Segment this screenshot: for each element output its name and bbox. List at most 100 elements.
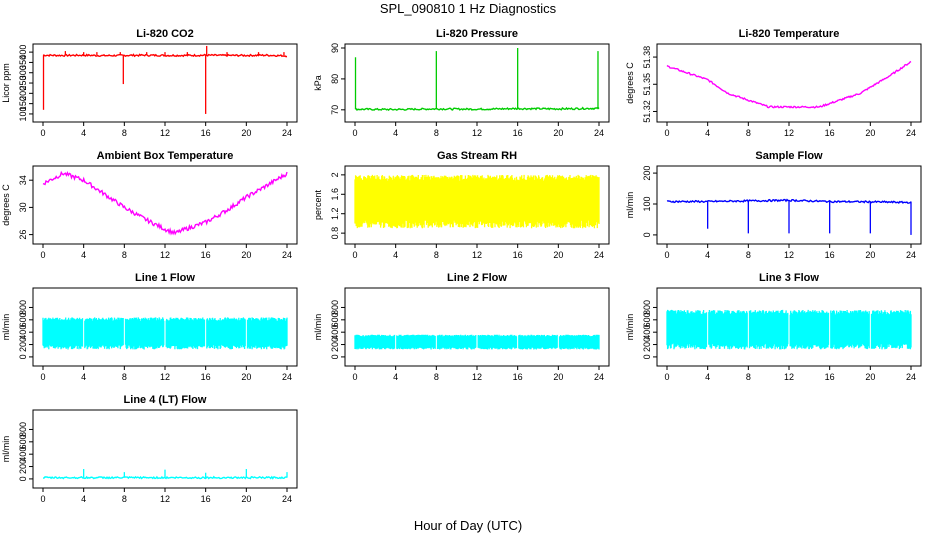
panel-8-x-tick-label: 24 bbox=[594, 372, 604, 382]
panel-9-x-tick-label: 8 bbox=[746, 372, 751, 382]
panel-7-x-tick-label: 8 bbox=[122, 372, 127, 382]
panel-3-y-tick-label: 51.32 bbox=[642, 100, 652, 123]
panel-8-y-axis-label: ml/min bbox=[313, 314, 323, 341]
panel-1-x-tick-label: 20 bbox=[241, 128, 251, 138]
panel-9-y-tick-label: 400 bbox=[642, 325, 652, 340]
panel-3-x-tick-label: 0 bbox=[664, 128, 669, 138]
panel-1-y-tick-label: 350 bbox=[18, 55, 28, 70]
panel-1-y-tick-label: 300 bbox=[18, 65, 28, 80]
panel-6-y-tick-label: 200 bbox=[642, 166, 652, 181]
panel-9-y-axis-label: ml/min bbox=[625, 314, 635, 341]
panel-7-y-tick-label: 400 bbox=[18, 325, 28, 340]
panel-5-y-axis-label: percent bbox=[313, 189, 323, 220]
panel-4-x-tick-label: 4 bbox=[81, 250, 86, 260]
panel-1-x-tick-label: 24 bbox=[282, 128, 292, 138]
panel-10-x-tick-label: 4 bbox=[81, 494, 86, 504]
panel-7-y-tick-label: 600 bbox=[18, 312, 28, 327]
panel-7-x-tick-label: 16 bbox=[201, 372, 211, 382]
panel-5-y-tick-label: 1.6 bbox=[330, 188, 340, 201]
figure-x-axis-label: Hour of Day (UTC) bbox=[413, 518, 523, 533]
panel-2-y-tick-label: 90 bbox=[330, 43, 340, 53]
panel-3-frame bbox=[656, 43, 922, 123]
panel-3-y-tick-label: 51.38 bbox=[642, 46, 652, 69]
panel-10-x-tick-label: 0 bbox=[40, 494, 45, 504]
panel-1-y-tick-label: 150 bbox=[18, 96, 28, 111]
panel-7-title: Line 1 Flow bbox=[135, 272, 195, 284]
panel-4-frame bbox=[32, 165, 298, 245]
panel-2-y-tick-label: 80 bbox=[330, 74, 340, 84]
panel-5-x-tick-label: 24 bbox=[594, 250, 604, 260]
panel-1-y-axis-label: Licor ppm bbox=[1, 63, 11, 103]
panel-4-y-tick-label: 26 bbox=[18, 230, 28, 240]
panel-9-y-tick-label: 0 bbox=[642, 354, 652, 359]
panel-3-y-axis-label: degrees C bbox=[625, 62, 635, 104]
panel-10-x-tick-label: 8 bbox=[122, 494, 127, 504]
panel-8-y-tick-label: 200 bbox=[330, 337, 340, 352]
panel-10-y-axis-label: ml/min bbox=[1, 436, 11, 463]
panel-5-y-tick-label: 0.8 bbox=[330, 227, 340, 240]
panel-5-series bbox=[354, 174, 600, 229]
panel-8-x-tick-label: 8 bbox=[434, 372, 439, 382]
panel-2-x-tick-label: 16 bbox=[513, 128, 523, 138]
panel-8-y-tick-label: 0 bbox=[330, 354, 340, 359]
panel-8-series bbox=[354, 334, 600, 350]
panel-1-series bbox=[42, 53, 288, 58]
panel-8-title: Line 2 Flow bbox=[447, 272, 507, 284]
panel-4-x-tick-label: 24 bbox=[282, 250, 292, 260]
panel-2-x-tick-label: 24 bbox=[594, 128, 604, 138]
figure-title: SPL_090810 1 Hz Diagnostics bbox=[379, 1, 557, 16]
panel-5-x-tick-label: 8 bbox=[434, 250, 439, 260]
panel-8-x-tick-label: 16 bbox=[513, 372, 523, 382]
panel-2-x-tick-label: 12 bbox=[472, 128, 482, 138]
panel-7-x-tick-label: 20 bbox=[241, 372, 251, 382]
panel-1-y-tick-label: 100 bbox=[18, 106, 28, 121]
panel-4-title: Ambient Box Temperature bbox=[97, 150, 234, 162]
panel-3-x-tick-label: 24 bbox=[906, 128, 916, 138]
panel-7-x-tick-label: 12 bbox=[160, 372, 170, 382]
panel-7-y-tick-label: 800 bbox=[18, 300, 28, 315]
panel-2-x-tick-label: 4 bbox=[393, 128, 398, 138]
panel-6-x-tick-label: 8 bbox=[746, 250, 751, 260]
panel-9-x-tick-label: 4 bbox=[705, 372, 710, 382]
panel-10-x-tick-label: 16 bbox=[201, 494, 211, 504]
panel-2-x-tick-label: 8 bbox=[434, 128, 439, 138]
panel-8-frame bbox=[344, 287, 610, 367]
panel-8-x-tick-label: 4 bbox=[393, 372, 398, 382]
panel-7-y-axis-label: ml/min bbox=[1, 314, 11, 341]
panel-1-title: Li-820 CO2 bbox=[136, 28, 193, 40]
panel-6-x-tick-label: 20 bbox=[865, 250, 875, 260]
panel-9-x-tick-label: 0 bbox=[664, 372, 669, 382]
panel-10-y-tick-label: 0 bbox=[18, 476, 28, 481]
panel-2-y-axis-label: kPa bbox=[313, 75, 323, 91]
panel-8-y-tick-label: 400 bbox=[330, 325, 340, 340]
panel-6-x-tick-label: 0 bbox=[664, 250, 669, 260]
panel-3-y-tick-label: 51.35 bbox=[642, 73, 652, 96]
panel-10-y-tick-label: 400 bbox=[18, 447, 28, 462]
panel-7-series bbox=[42, 317, 288, 350]
panel-5-x-tick-label: 4 bbox=[393, 250, 398, 260]
panel-5-x-tick-label: 16 bbox=[513, 250, 523, 260]
panel-3-title: Li-820 Temperature bbox=[739, 28, 840, 40]
panel-4-y-tick-label: 34 bbox=[18, 175, 28, 185]
panel-8-x-tick-label: 12 bbox=[472, 372, 482, 382]
panel-4-series bbox=[42, 170, 288, 236]
panel-3-series bbox=[666, 60, 912, 109]
panel-4-y-axis-label: degrees C bbox=[1, 184, 11, 226]
panel-6-x-tick-label: 12 bbox=[784, 250, 794, 260]
panel-10-x-tick-label: 24 bbox=[282, 494, 292, 504]
panel-8-x-tick-label: 0 bbox=[352, 372, 357, 382]
panel-9-x-tick-label: 16 bbox=[825, 372, 835, 382]
panel-2-series bbox=[354, 106, 600, 112]
panel-9-x-tick-label: 12 bbox=[784, 372, 794, 382]
panel-2-y-tick-label: 70 bbox=[330, 105, 340, 115]
panel-1-x-tick-label: 12 bbox=[160, 128, 170, 138]
panel-6-x-tick-label: 16 bbox=[825, 250, 835, 260]
panel-10-x-tick-label: 12 bbox=[160, 494, 170, 504]
panel-5-title: Gas Stream RH bbox=[437, 150, 517, 162]
panel-4-x-tick-label: 16 bbox=[201, 250, 211, 260]
panel-6-y-tick-label: 0 bbox=[642, 232, 652, 237]
panel-8-y-tick-label: 600 bbox=[330, 312, 340, 327]
panel-9-x-tick-label: 20 bbox=[865, 372, 875, 382]
panel-9-y-tick-label: 800 bbox=[642, 300, 652, 315]
panel-4-x-tick-label: 8 bbox=[122, 250, 127, 260]
